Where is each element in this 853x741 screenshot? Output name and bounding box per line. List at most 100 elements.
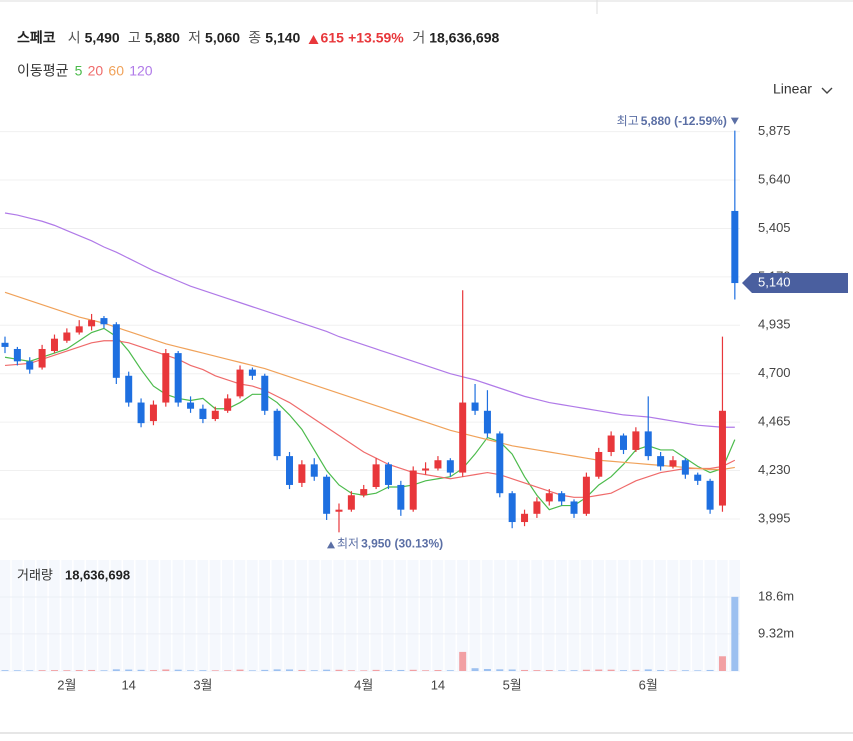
volume-bar	[607, 669, 615, 671]
volume-bar	[657, 670, 665, 671]
y-tick-label: 4,935	[758, 317, 791, 332]
volume-bar	[199, 670, 207, 671]
candle-body	[63, 332, 71, 341]
volume-bar	[632, 669, 640, 671]
header: 스페코 시 5,490 고 5,880 저 5,060 종 5,140 615 +13.59% 거 1…	[17, 30, 499, 46]
volume-bar	[63, 670, 71, 671]
volume-bar	[347, 670, 355, 671]
candle-body	[545, 493, 553, 502]
header-label: 거	[412, 30, 425, 46]
volume-bar	[471, 668, 479, 671]
candle-body	[75, 326, 83, 333]
volume-bar	[422, 670, 430, 671]
legend-entry: 5	[75, 63, 83, 79]
volume-bar	[335, 669, 343, 671]
candle-body	[397, 484, 405, 510]
candle-body	[224, 398, 232, 411]
down-arrow	[730, 117, 739, 125]
x-tick-label: 6월	[639, 677, 658, 692]
header-label: 종	[248, 30, 261, 46]
up-arrow	[308, 35, 319, 44]
candle-body	[496, 433, 504, 494]
y-tick-label: 4,465	[758, 414, 791, 429]
y-tick-label: 5,405	[758, 220, 791, 235]
candle-body	[706, 480, 714, 510]
candle-body	[694, 474, 702, 481]
high-note: 5,880 (-12.59%)	[641, 114, 727, 128]
candle-body	[483, 410, 491, 434]
candle-body	[335, 509, 343, 512]
candle-body	[446, 460, 454, 473]
volume-title: 거래량	[17, 567, 53, 582]
candle-body	[644, 431, 652, 457]
header-value: 5,140	[265, 30, 300, 46]
volume-tick-label: 9.32m	[758, 625, 794, 640]
scale-mode[interactable]: Linear	[773, 81, 812, 97]
volume-bar	[137, 669, 145, 671]
volume-bar	[112, 669, 120, 671]
candle-body	[434, 460, 442, 469]
volume-bar	[211, 670, 219, 671]
candle-body	[137, 402, 145, 424]
volume-bar	[508, 669, 516, 671]
low-note-label: 최저	[337, 537, 359, 551]
header-label: 시	[68, 30, 81, 46]
candle-body	[187, 402, 195, 409]
volume-bar	[694, 670, 702, 671]
moving-average	[4, 291, 735, 471]
header-label: 저	[188, 30, 201, 46]
volume-total: 18,636,698	[65, 567, 130, 582]
volume-bar	[174, 669, 182, 671]
candle-body	[125, 375, 133, 403]
volume-bar	[483, 669, 491, 671]
volume-bar	[397, 669, 405, 671]
low-note: 3,950 (30.13%)	[361, 537, 443, 551]
candle-body	[26, 361, 34, 370]
x-tick-label: 3월	[193, 677, 212, 692]
volume-bar	[310, 670, 318, 671]
candle-body	[174, 353, 182, 403]
y-tick-label: 4,700	[758, 365, 791, 380]
volume-bar	[706, 669, 714, 671]
volume-bar	[38, 670, 46, 671]
candle-body	[112, 324, 120, 378]
header-value: 5,060	[205, 30, 240, 46]
candle-body	[669, 460, 677, 467]
volume-bar	[323, 669, 331, 671]
volume-bar	[595, 669, 603, 671]
candle-body	[384, 464, 392, 485]
moving-average	[4, 340, 736, 498]
volume-bar	[298, 669, 306, 671]
candle-body	[211, 410, 219, 420]
candle-body	[149, 404, 157, 422]
scale-dropdown[interactable]: Linear	[773, 81, 833, 97]
y-tick-label: 5,875	[758, 123, 791, 138]
volume-bar	[681, 670, 689, 671]
header-label: 고	[128, 30, 141, 46]
volume-bar	[236, 669, 244, 671]
volume-bar	[459, 651, 467, 671]
candle-body	[1, 342, 9, 347]
candle-body	[731, 210, 739, 284]
header-change-pct: +13.59%	[348, 30, 404, 46]
legend-entry: 20	[88, 63, 104, 79]
candle-body	[422, 468, 430, 471]
x-tick-label: 2월	[57, 677, 76, 692]
candle-body	[199, 408, 207, 420]
volume-bar	[125, 669, 133, 671]
volume-bar	[570, 670, 578, 671]
moving-average	[4, 327, 736, 511]
legend-entry: 60	[108, 63, 124, 79]
moving-average	[4, 212, 735, 428]
candle-body	[100, 318, 108, 325]
volume-bar	[100, 670, 108, 671]
candle-body	[236, 369, 244, 397]
volume-bar	[521, 669, 529, 671]
volume-bar	[372, 669, 380, 671]
volume-bar	[50, 670, 58, 671]
ma-title: 이동평균	[17, 63, 69, 79]
x-tick-label: 14	[121, 677, 135, 692]
volume-bar	[582, 669, 590, 671]
volume-bar	[558, 670, 566, 671]
